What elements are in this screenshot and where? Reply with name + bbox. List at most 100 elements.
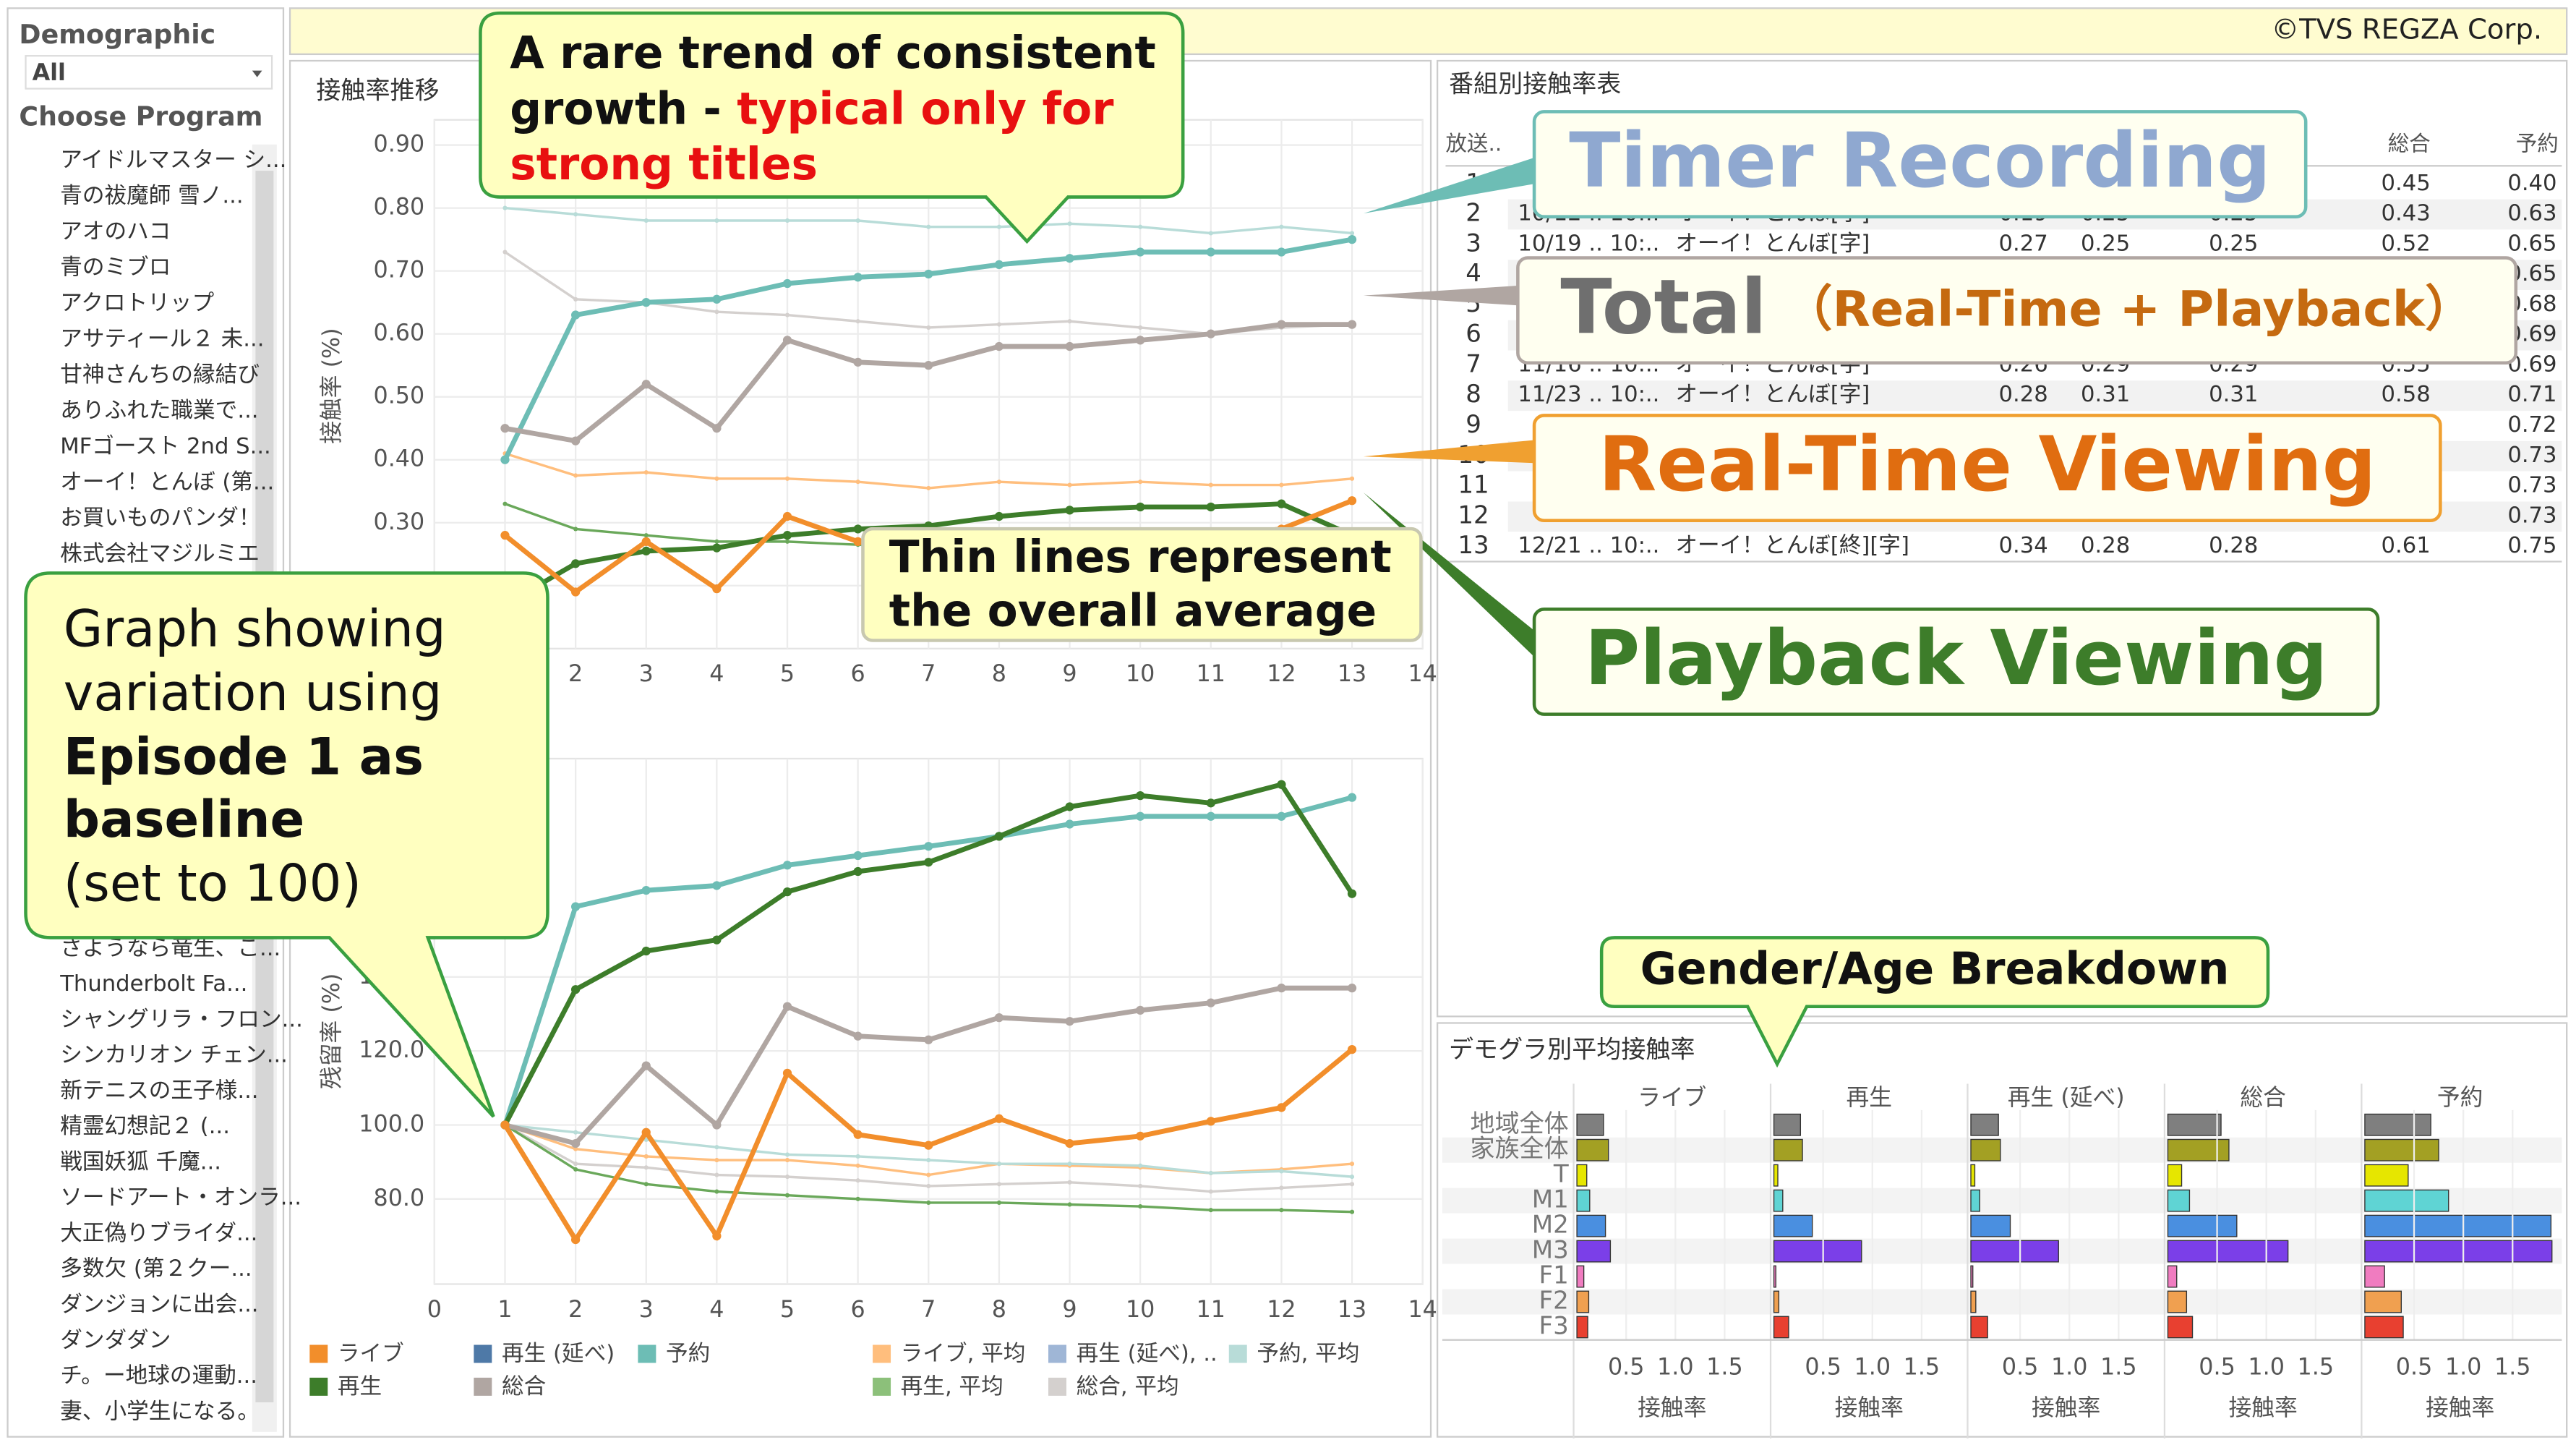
callout-text: Thin lines represent <box>889 532 1392 583</box>
data-point <box>994 260 1004 270</box>
callout-thin: Thin lines represent the overall average <box>861 527 1423 642</box>
data-point <box>996 1182 1001 1187</box>
data-point <box>1347 234 1357 244</box>
data-point <box>853 1031 863 1041</box>
demographic-dropdown[interactable] <box>25 55 273 90</box>
table-cell: 2 <box>1465 199 1481 228</box>
data-point <box>643 533 649 538</box>
x-tick-label: 4 <box>709 1297 724 1323</box>
x-tick-label: 1.0 <box>2445 1354 2482 1380</box>
bar <box>1970 1113 1999 1136</box>
x-tick-label: 0.5 <box>2002 1354 2039 1380</box>
data-point <box>1277 984 1286 993</box>
table-cell: 0.31 <box>2081 382 2130 407</box>
demographic-value: All <box>33 60 66 86</box>
x-tick-label: 0 <box>427 1297 442 1323</box>
data-point <box>1277 780 1286 789</box>
program-item[interactable]: オーイ！とんぼ (第... <box>60 469 274 495</box>
data-point <box>502 250 508 255</box>
bar <box>1773 1265 1776 1288</box>
callout-realtime: Real-Time Viewing <box>1363 414 2442 523</box>
x-tick-label: 7 <box>921 1297 936 1323</box>
bar <box>1576 1138 1609 1161</box>
data-point <box>926 1172 931 1177</box>
data-point <box>1206 811 1215 821</box>
data-point <box>712 584 722 594</box>
callout-note: （Real-Time + Playback） <box>1783 281 2474 338</box>
callout-box <box>1532 608 2380 716</box>
data-point <box>643 1154 649 1159</box>
callout-box <box>1516 256 2518 365</box>
x-tick-label: 1.5 <box>2100 1354 2137 1380</box>
table-cell: 0.43 <box>2382 201 2431 226</box>
x-axis-label: 接触率 <box>1835 1395 1904 1421</box>
data-point <box>1136 1131 1145 1141</box>
program-item[interactable]: チ。ー地球の運動... <box>60 1363 257 1389</box>
y-tick-label: 0.30 <box>374 509 425 535</box>
row-label: 家族全体 <box>1471 1135 1569 1164</box>
data-point <box>782 1068 792 1078</box>
bar <box>1970 1290 1977 1313</box>
x-tick-label: 2 <box>568 1297 583 1323</box>
panel-header: 再生 <box>1846 1085 1892 1111</box>
x-tick-label: 0.5 <box>1608 1354 1645 1380</box>
program-item[interactable]: 大正偽りブライダ... <box>60 1221 257 1246</box>
program-item[interactable]: アクロトリップ <box>60 291 214 316</box>
program-item[interactable]: ソードアート・オンラ... <box>60 1185 301 1211</box>
bar <box>2364 1316 2404 1339</box>
program-item[interactable]: Thunderbolt Fa... <box>59 971 247 997</box>
program-item[interactable]: アサティール２ 未... <box>60 326 264 351</box>
program-item[interactable]: 甘神さんちの縁結び <box>60 362 260 388</box>
data-point <box>573 212 578 217</box>
bar <box>2167 1164 2183 1187</box>
x-tick-label: 10 <box>1126 1297 1155 1323</box>
bar <box>2167 1214 2238 1237</box>
program-item[interactable]: シャングリラ・フロン... <box>60 1007 303 1032</box>
table-cell: 0.71 <box>2507 382 2556 407</box>
program-item[interactable]: 青の祓魔師 雪ノ... <box>60 184 243 209</box>
program-item[interactable]: 精霊幻想記２ (... <box>60 1114 230 1139</box>
program-item[interactable]: 妻、小学生になる。 <box>60 1399 260 1424</box>
row-label: 地域全体 <box>1471 1109 1569 1138</box>
program-item[interactable]: お買いものパンダ！ <box>60 506 260 531</box>
table-cell: 10/19 .. 10:.. <box>1518 231 1659 256</box>
x-tick-label: 13 <box>1338 661 1366 687</box>
data-point <box>570 902 581 911</box>
x-tick-label: 1.0 <box>1854 1354 1891 1380</box>
table-cell: 0.58 <box>2382 382 2431 407</box>
data-point <box>853 851 863 861</box>
y-tick-label: 0.70 <box>374 257 425 284</box>
program-item[interactable]: ダンジョンに出会... <box>60 1292 258 1318</box>
callout-text: Playback Viewing <box>1585 614 2328 702</box>
program-item[interactable]: 新テニスの王子様... <box>60 1078 258 1104</box>
table-cell: 12 <box>1458 500 1489 529</box>
program-item[interactable]: 多数欠 (第２クー... <box>60 1256 252 1282</box>
program-item[interactable]: ダンダダン <box>60 1328 171 1353</box>
panel-header: 予約 <box>2437 1085 2483 1111</box>
legend-swatch <box>1048 1344 1066 1363</box>
program-item[interactable]: さようなら竜生、こ... <box>60 936 281 961</box>
program-item[interactable]: 株式会社マジルミエ <box>60 541 260 566</box>
program-item[interactable]: ありふれた職業で... <box>60 398 258 423</box>
data-point <box>784 1152 790 1157</box>
data-point <box>996 1200 1001 1205</box>
program-item[interactable]: アオのハコ <box>60 219 171 244</box>
program-item[interactable]: アイドルマスター シ... <box>60 148 286 173</box>
bar <box>2364 1265 2385 1288</box>
program-item[interactable]: 青のミブロ <box>60 255 171 280</box>
x-tick-label: 0.5 <box>2396 1354 2433 1380</box>
program-item[interactable]: MFゴースト 2nd S... <box>60 434 271 459</box>
table-cell: 0.28 <box>2209 533 2258 558</box>
program-item[interactable]: 戦国妖狐 千魔... <box>60 1149 221 1175</box>
x-tick-label: 1.0 <box>2248 1354 2285 1380</box>
data-point <box>570 985 581 994</box>
data-point <box>1347 320 1357 329</box>
bar <box>1576 1113 1604 1136</box>
callout-text: variation using <box>64 663 442 722</box>
legend-label: 再生 (延べ), .. <box>1077 1342 1218 1367</box>
program-item[interactable]: シンカリオン チェン... <box>60 1043 288 1068</box>
bar <box>1576 1189 1591 1212</box>
bar <box>1576 1214 1606 1237</box>
data-point <box>712 881 722 890</box>
data-point <box>573 1167 578 1172</box>
